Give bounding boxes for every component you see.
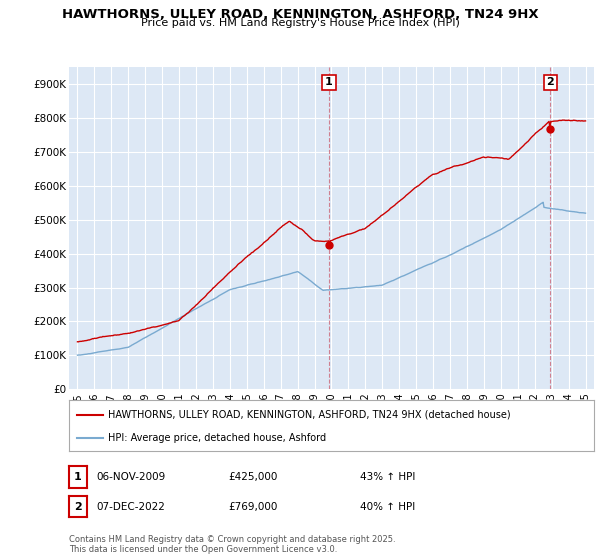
Text: £769,000: £769,000	[228, 502, 277, 512]
Text: HAWTHORNS, ULLEY ROAD, KENNINGTON, ASHFORD, TN24 9HX (detached house): HAWTHORNS, ULLEY ROAD, KENNINGTON, ASHFO…	[109, 409, 511, 419]
Text: Contains HM Land Registry data © Crown copyright and database right 2025.
This d: Contains HM Land Registry data © Crown c…	[69, 535, 395, 554]
Text: HAWTHORNS, ULLEY ROAD, KENNINGTON, ASHFORD, TN24 9HX: HAWTHORNS, ULLEY ROAD, KENNINGTON, ASHFO…	[62, 8, 538, 21]
Text: 43% ↑ HPI: 43% ↑ HPI	[360, 472, 415, 482]
Text: £425,000: £425,000	[228, 472, 277, 482]
Text: 1: 1	[74, 472, 82, 482]
Text: HPI: Average price, detached house, Ashford: HPI: Average price, detached house, Ashf…	[109, 433, 326, 443]
Text: 1: 1	[325, 77, 333, 87]
Text: 2: 2	[74, 502, 82, 512]
Text: Price paid vs. HM Land Registry's House Price Index (HPI): Price paid vs. HM Land Registry's House …	[140, 18, 460, 28]
Text: 06-NOV-2009: 06-NOV-2009	[96, 472, 165, 482]
Text: 40% ↑ HPI: 40% ↑ HPI	[360, 502, 415, 512]
Text: 07-DEC-2022: 07-DEC-2022	[96, 502, 165, 512]
Text: 2: 2	[547, 77, 554, 87]
